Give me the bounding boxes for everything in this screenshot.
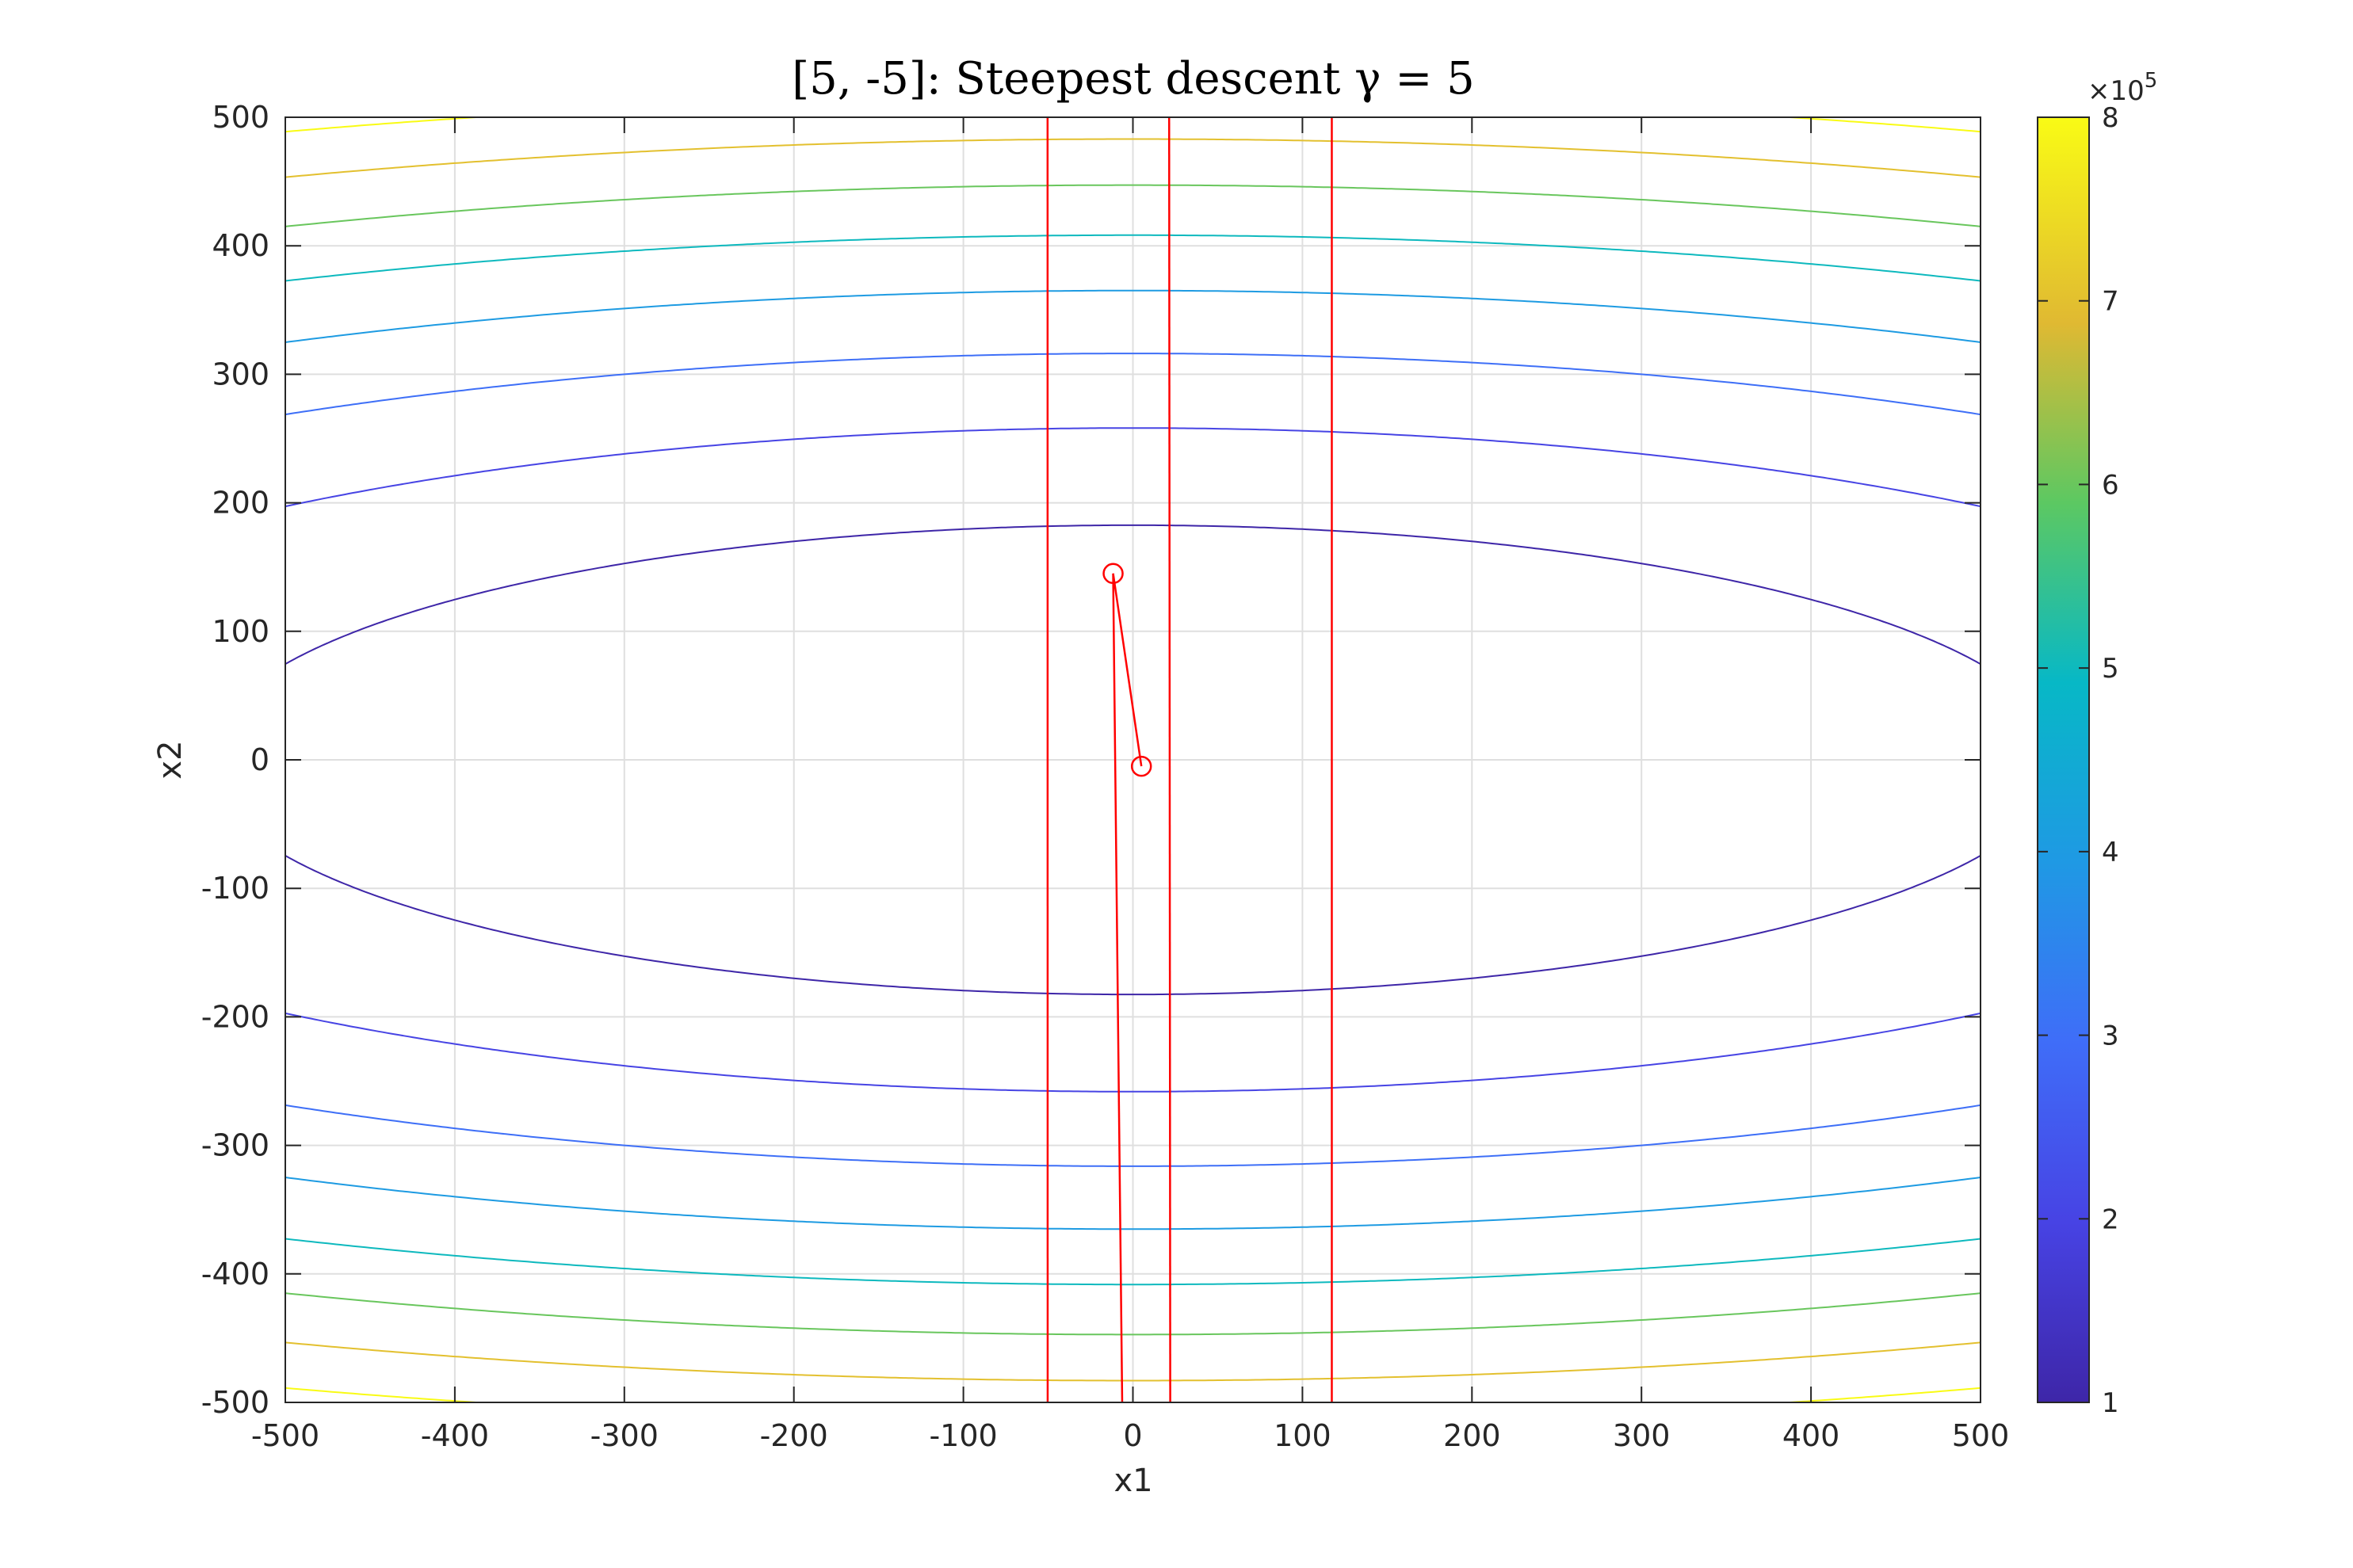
y-tick-label: 0	[250, 742, 269, 777]
contour-line	[285, 234, 1981, 282]
contour-line	[285, 427, 1981, 508]
contour-line	[285, 524, 1981, 665]
contour-line	[285, 1387, 1981, 1402]
colorbar-tick-label: 2	[2102, 1204, 2119, 1235]
y-tick-label: -400	[201, 1257, 269, 1291]
path-segment	[1112, 573, 1124, 1402]
y-tick-label: 200	[212, 486, 269, 521]
colorbar-tick-label: 5	[2102, 653, 2119, 685]
x-tick-label: 300	[1613, 1418, 1671, 1453]
contour-line	[285, 1292, 1981, 1336]
y-tick-label: 400	[212, 228, 269, 263]
contour-line	[285, 117, 1981, 133]
contour-line	[285, 855, 1981, 996]
x-tick-label: 200	[1443, 1418, 1501, 1453]
chart-title: [5, -5]: Steepest descent γ = 5	[792, 53, 1475, 105]
contour-line	[285, 289, 1981, 343]
colorbar-tick-label: 4	[2102, 837, 2119, 868]
x-tick-label: -300	[590, 1418, 659, 1453]
contour-line	[285, 1177, 1981, 1230]
y-tick-label: 300	[212, 357, 269, 391]
path-segment	[1167, 117, 1171, 1402]
axis-ticks: -500 -400 -300 -200 -100 0 100 200 300 400 500 -500…	[201, 100, 2010, 1453]
colorbar-tick-label: 1	[2102, 1387, 2119, 1419]
path-marker	[1130, 755, 1152, 777]
y-tick-label: -200	[201, 999, 269, 1034]
colorbar	[2037, 116, 2090, 1403]
colorbar-tick-label: 6	[2102, 469, 2119, 501]
x-tick-label: -400	[421, 1418, 489, 1453]
contour-line	[285, 1238, 1981, 1286]
contour-line	[285, 1104, 1981, 1167]
path-segment	[1112, 573, 1143, 767]
y-tick-label: -500	[201, 1385, 269, 1420]
contour-line	[285, 184, 1981, 227]
y-axis-label: x2	[152, 740, 189, 779]
colorbar-tick-label: 3	[2102, 1021, 2119, 1052]
descent-path	[1046, 117, 1333, 1402]
contour-line	[285, 138, 1981, 178]
x-tick-label: 0	[1123, 1418, 1142, 1453]
x-tick-label: 400	[1782, 1418, 1840, 1453]
y-tick-label: -100	[201, 871, 269, 906]
colorbar-exponent: ×105	[2088, 69, 2157, 107]
x-axis-label: x1	[1113, 1463, 1152, 1499]
x-tick-label: -200	[760, 1418, 828, 1453]
contour-lines	[285, 117, 1981, 1402]
colorbar-ticks: 1 2 3 4 5 6 7 8	[2038, 102, 2119, 1419]
colorbar-tick-label: 8	[2102, 102, 2119, 134]
x-tick-label: -500	[251, 1418, 319, 1453]
x-tick-label: 100	[1274, 1418, 1331, 1453]
x-tick-label: -100	[929, 1418, 997, 1453]
path-marker	[1102, 563, 1124, 585]
colorbar-tick-label: 7	[2102, 286, 2119, 318]
x-tick-label: 500	[1952, 1418, 2010, 1453]
y-tick-label: -300	[201, 1128, 269, 1163]
contour-line	[285, 353, 1981, 416]
contour-line	[285, 1341, 1981, 1382]
contour-line	[285, 1012, 1981, 1093]
y-tick-label: 100	[212, 614, 269, 649]
y-tick-label: 500	[212, 100, 269, 135]
